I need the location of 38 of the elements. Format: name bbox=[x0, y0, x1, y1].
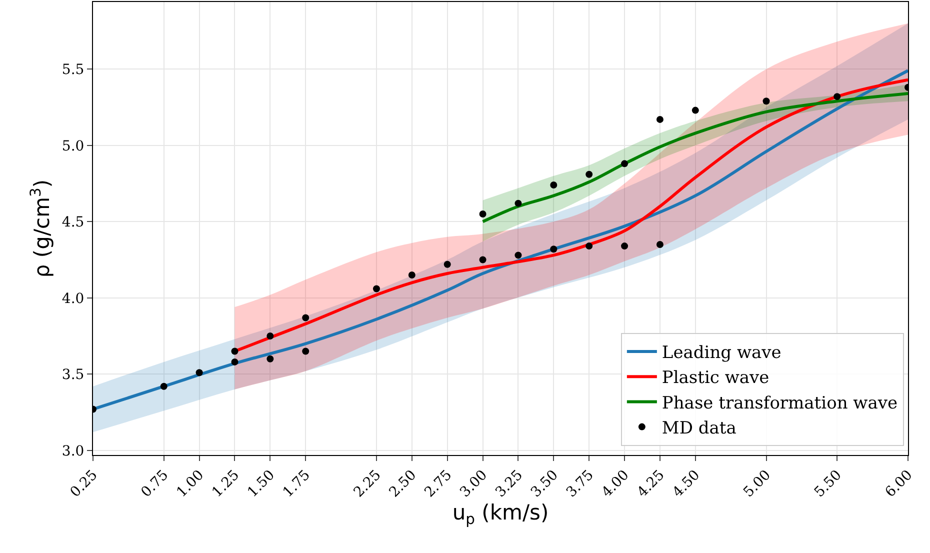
point bbox=[266, 332, 274, 340]
point bbox=[514, 200, 522, 207]
point bbox=[408, 272, 416, 279]
point bbox=[479, 256, 486, 264]
y-tick-label: 5.5 bbox=[62, 62, 84, 78]
y-tick-label: 4.5 bbox=[62, 214, 84, 231]
x-axis-title: u$_{p}$ (km/s) bbox=[452, 500, 549, 528]
legend-label: Phase transformation wave bbox=[662, 393, 898, 414]
point bbox=[266, 355, 274, 362]
point bbox=[302, 348, 310, 355]
legend-label: Leading wave bbox=[662, 343, 782, 364]
point bbox=[479, 210, 486, 218]
point bbox=[834, 93, 841, 100]
point bbox=[444, 260, 451, 268]
y-tick-label: 3.0 bbox=[62, 443, 84, 460]
point bbox=[514, 252, 522, 259]
point bbox=[762, 98, 770, 105]
legend-label: Plastic wave bbox=[662, 368, 770, 388]
point bbox=[586, 242, 593, 250]
point bbox=[656, 116, 664, 123]
point bbox=[586, 170, 593, 178]
point bbox=[621, 160, 628, 168]
point bbox=[302, 314, 310, 322]
point bbox=[621, 242, 628, 250]
line-series bbox=[481, 92, 908, 224]
point bbox=[160, 382, 168, 390]
point bbox=[550, 182, 558, 189]
y-tick-label: 3.5 bbox=[62, 367, 84, 384]
y-tick-label: 4.0 bbox=[62, 290, 84, 307]
point bbox=[550, 246, 558, 253]
point bbox=[231, 358, 238, 366]
point bbox=[692, 106, 699, 114]
point bbox=[196, 369, 203, 376]
legend-label: MD data bbox=[662, 418, 736, 438]
point bbox=[656, 241, 664, 248]
y-tick-label: 5.0 bbox=[62, 138, 84, 154]
point bbox=[372, 285, 380, 292]
point bbox=[231, 348, 238, 355]
